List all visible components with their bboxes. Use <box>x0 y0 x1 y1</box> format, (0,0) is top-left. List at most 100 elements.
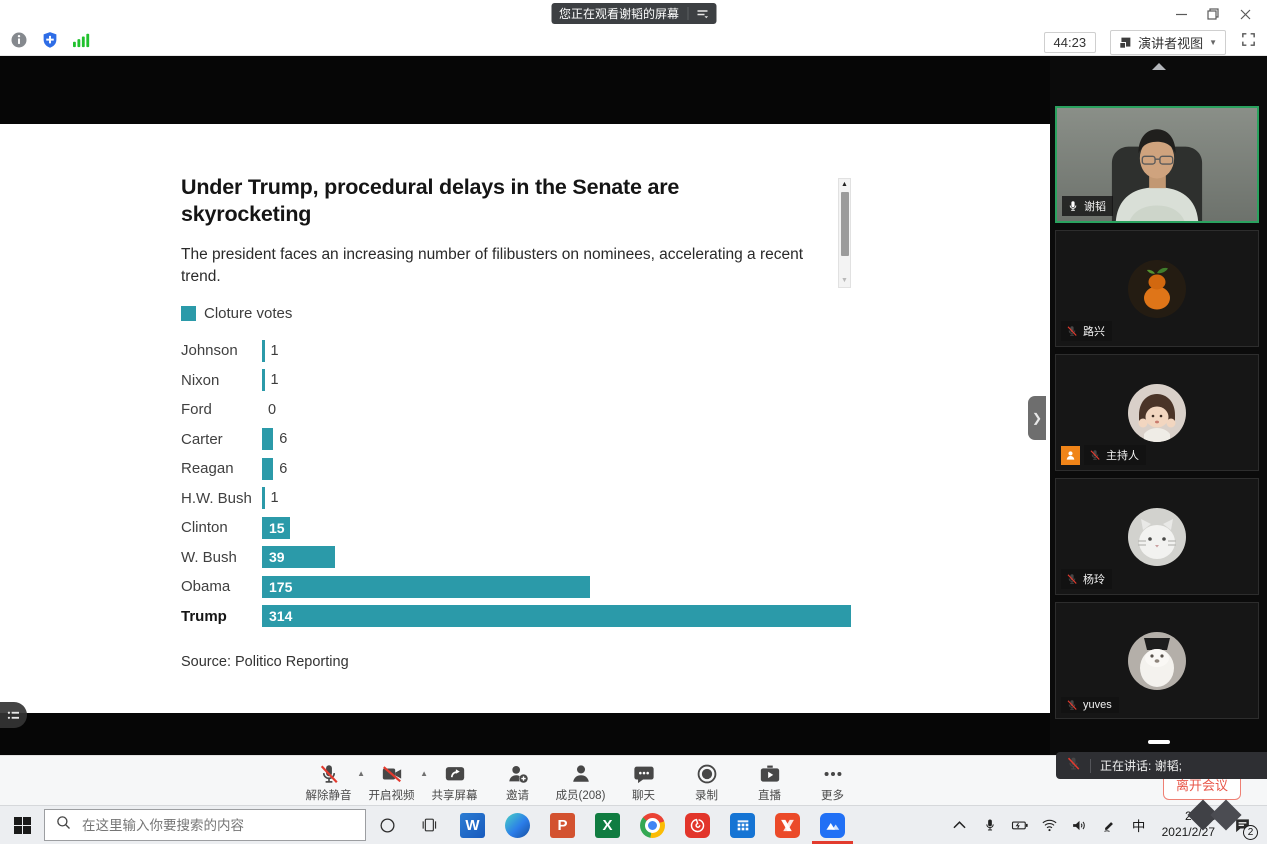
bar-value-label: 1 <box>270 372 279 389</box>
bar-value-label: 6 <box>279 431 288 448</box>
wps-icon[interactable] <box>765 806 810 844</box>
members-icon <box>570 761 592 785</box>
tool-label: 开启视频 <box>368 790 415 802</box>
chevron-up-icon[interactable]: ▲ <box>420 769 428 778</box>
invite-icon <box>507 761 529 785</box>
participants-sidebar: 谢韬路兴主持人 杨玲 yuves <box>1050 56 1267 755</box>
bar-value-label: 314 <box>269 608 293 625</box>
bar-category-label: H.W. Bush <box>181 489 252 507</box>
bar <box>262 487 265 510</box>
mic-muted-icon <box>318 761 340 785</box>
tool-label: 解除静音 <box>305 790 352 802</box>
titlebar: 您正在观看谢韬的屏幕 <box>0 0 1267 28</box>
participant-name-tag: 谢韬 <box>1062 196 1113 216</box>
meeting-timer: 44:23 <box>1043 31 1097 53</box>
bar-category-label: Carter <box>181 430 223 448</box>
meeting-toolbar: 解除静音 ▲ 开启视频 ▲ 共享屏幕 邀请 成员(208) 聊天 录制 直播 更多 <box>0 755 1267 805</box>
participant-name-tag: yuves <box>1061 697 1119 713</box>
powerpoint-icon[interactable]: P <box>540 806 585 844</box>
participant-tile-谢韬[interactable]: 谢韬 <box>1055 106 1259 223</box>
collapse-up-arrow-icon[interactable] <box>1150 58 1168 76</box>
legend-label: Cloture votes <box>204 305 293 322</box>
tray-wifi-icon[interactable] <box>1036 806 1064 844</box>
window-controls <box>1165 0 1261 28</box>
participant-name-tag: 路兴 <box>1061 321 1112 341</box>
legend-swatch <box>181 306 196 321</box>
netease-music-icon[interactable] <box>675 806 720 844</box>
bar-category-label: W. Bush <box>181 548 237 566</box>
sidebar-collapse-handle[interactable]: ❯ <box>1028 396 1046 440</box>
tool-label: 邀请 <box>506 790 529 802</box>
chat-button[interactable]: 聊天 <box>617 761 670 803</box>
participant-tile-yuves[interactable]: yuves <box>1055 602 1259 719</box>
chevron-up-icon[interactable]: ▲ <box>357 769 365 778</box>
network-signal-icon[interactable] <box>72 32 90 53</box>
mic-muted-icon <box>1066 699 1078 711</box>
restore-button[interactable] <box>1197 0 1229 28</box>
shared-screen: Under Trump, procedural delays in the Se… <box>0 56 1050 755</box>
bar <box>262 428 274 451</box>
view-mode-label: 演讲者视图 <box>1138 35 1204 51</box>
invite-button[interactable]: 邀请 <box>491 761 544 803</box>
bar-category-label: Ford <box>181 401 212 419</box>
tray-chevron-up-icon[interactable] <box>946 806 974 844</box>
tencent-meeting-icon[interactable] <box>810 806 855 844</box>
mic-on-icon <box>1067 200 1079 212</box>
tray-pen-icon[interactable] <box>1096 806 1124 844</box>
calendar-icon[interactable] <box>720 806 765 844</box>
action-center-button[interactable]: 2 <box>1225 806 1259 844</box>
cortana-button[interactable] <box>366 806 408 844</box>
search-input[interactable] <box>80 816 334 834</box>
participant-tile-杨玲[interactable]: 杨玲 <box>1055 478 1259 595</box>
close-button[interactable] <box>1229 0 1261 28</box>
start-video-button[interactable]: 开启视频 ▲ <box>365 761 428 803</box>
tray-battery-icon[interactable] <box>1006 806 1034 844</box>
share-screen-button[interactable]: 共享屏幕 <box>428 761 481 803</box>
tray-microphone-icon[interactable] <box>976 806 1004 844</box>
participant-tile-路兴[interactable]: 路兴 <box>1055 230 1259 347</box>
participant-avatar <box>1128 259 1186 318</box>
meeting-topbar: 44:23 演讲者视图 ▼ <box>0 28 1267 56</box>
unmute-button[interactable]: 解除静音 ▲ <box>302 761 365 803</box>
start-button[interactable] <box>0 806 44 844</box>
scroll-up-arrow[interactable]: ▲ <box>841 181 848 188</box>
participant-tile-主持人[interactable]: 主持人 <box>1055 354 1259 471</box>
main-area: Under Trump, procedural delays in the Se… <box>0 56 1267 831</box>
bar-row: Trump 314 <box>181 602 851 632</box>
taskbar-search[interactable] <box>44 809 366 841</box>
edge-icon[interactable] <box>495 806 540 844</box>
task-view-button[interactable] <box>408 806 450 844</box>
excel-icon[interactable]: X <box>585 806 630 844</box>
bar-category-label: Trump <box>181 607 227 625</box>
fullscreen-icon[interactable] <box>1240 31 1257 53</box>
bar: 314 <box>262 605 851 628</box>
bar-row: Clinton 15 <box>181 513 851 543</box>
divider <box>687 7 689 20</box>
participant-avatar <box>1128 383 1186 442</box>
view-mode-selector[interactable]: 演讲者视图 ▼ <box>1110 29 1226 55</box>
banner-menu-icon[interactable] <box>696 9 708 19</box>
share-screen-icon <box>444 761 466 785</box>
chrome-icon[interactable] <box>630 806 675 844</box>
meeting-info-tab[interactable] <box>0 702 27 728</box>
scroll-thumb[interactable] <box>840 192 849 256</box>
bar-row: W. Bush 39 <box>181 543 851 573</box>
tray-volume-icon[interactable] <box>1066 806 1094 844</box>
scroll-down-arrow[interactable]: ▼ <box>841 277 848 284</box>
clock-date: 2021/2/27 <box>1161 825 1215 839</box>
screen-watching-banner[interactable]: 您正在观看谢韬的屏幕 <box>550 3 717 24</box>
record-button[interactable]: 录制 <box>680 761 733 803</box>
ime-indicator[interactable]: 中 <box>1131 819 1146 834</box>
bar-row: Nixon 1 <box>181 366 851 396</box>
protection-shield-icon[interactable] <box>41 31 59 54</box>
chart-source: Source: Politico Reporting <box>181 654 349 670</box>
more-button[interactable]: 更多 <box>806 761 859 803</box>
members-button[interactable]: 成员(208) <box>554 761 607 803</box>
bar-value-label: 1 <box>270 490 279 507</box>
tiles-scroll-indicator[interactable] <box>1147 740 1170 744</box>
minimize-button[interactable] <box>1165 0 1197 28</box>
document-scrollbar[interactable]: ▲ ▼ <box>838 178 851 288</box>
live-button[interactable]: 直播 <box>743 761 796 803</box>
word-icon[interactable]: W <box>450 806 495 844</box>
meeting-info-icon[interactable] <box>10 31 28 54</box>
